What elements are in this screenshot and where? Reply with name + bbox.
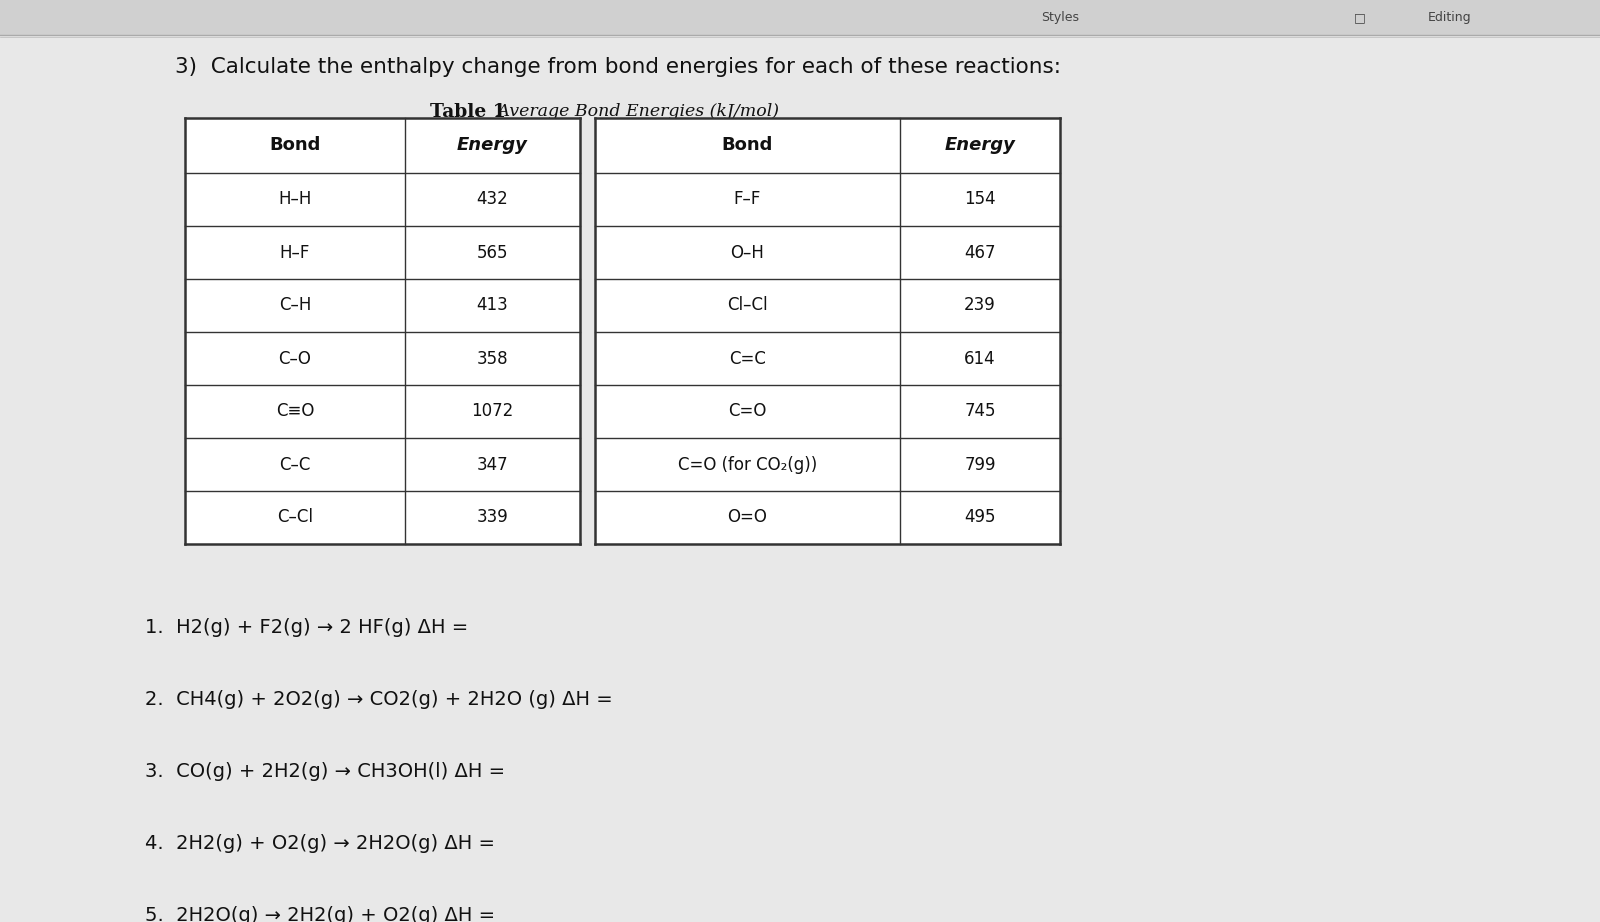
Text: C=O: C=O	[728, 403, 766, 420]
Text: 565: 565	[477, 243, 509, 262]
Bar	[595, 438, 1059, 491]
Text: Table 1: Table 1	[430, 103, 506, 121]
Text: 239: 239	[965, 297, 995, 314]
Bar	[186, 332, 579, 385]
Bar	[186, 226, 579, 279]
Bar	[595, 226, 1059, 279]
Bar	[186, 118, 579, 173]
Text: 413: 413	[477, 297, 509, 314]
Text: 1072: 1072	[472, 403, 514, 420]
Text: Average Bond Energies (kJ/mol): Average Bond Energies (kJ/mol)	[493, 103, 779, 120]
Text: Cl–Cl: Cl–Cl	[726, 297, 768, 314]
Text: O=O: O=O	[728, 509, 768, 526]
Text: 347: 347	[477, 455, 509, 474]
Text: 3)  Calculate the enthalpy change from bond energies for each of these reactions: 3) Calculate the enthalpy change from bo…	[174, 57, 1061, 77]
Text: Energy: Energy	[458, 136, 528, 155]
Bar	[186, 491, 579, 544]
Text: 339: 339	[477, 509, 509, 526]
Text: 799: 799	[965, 455, 995, 474]
Bar	[0, 0, 1600, 35]
Text: C=C: C=C	[730, 349, 766, 368]
Bar	[595, 279, 1059, 332]
Bar	[186, 438, 579, 491]
Text: C–C: C–C	[280, 455, 310, 474]
Text: C–O: C–O	[278, 349, 312, 368]
Text: Bond: Bond	[722, 136, 773, 155]
Text: 745: 745	[965, 403, 995, 420]
Text: H–F: H–F	[280, 243, 310, 262]
Text: 358: 358	[477, 349, 509, 368]
Bar	[595, 385, 1059, 438]
Text: 1.  H2(g) + F2(g) → 2 HF(g) ΔH =: 1. H2(g) + F2(g) → 2 HF(g) ΔH =	[146, 618, 469, 637]
Bar	[186, 279, 579, 332]
Text: 432: 432	[477, 191, 509, 208]
Text: Energy: Energy	[944, 136, 1016, 155]
Text: C–Cl: C–Cl	[277, 509, 314, 526]
Text: □: □	[1354, 11, 1366, 24]
Text: Bond: Bond	[269, 136, 320, 155]
Text: 154: 154	[965, 191, 995, 208]
Text: C–H: C–H	[278, 297, 310, 314]
Text: 467: 467	[965, 243, 995, 262]
Text: O–H: O–H	[731, 243, 765, 262]
Text: Editing: Editing	[1429, 11, 1472, 24]
Text: 4.  2H2(g) + O2(g) → 2H2O(g) ΔH =: 4. 2H2(g) + O2(g) → 2H2O(g) ΔH =	[146, 834, 494, 853]
Bar	[595, 118, 1059, 173]
Text: 614: 614	[965, 349, 995, 368]
Text: 3.  CO(g) + 2H2(g) → CH3OH(l) ΔH =: 3. CO(g) + 2H2(g) → CH3OH(l) ΔH =	[146, 762, 506, 781]
Text: C=O (for CO₂(g)): C=O (for CO₂(g))	[678, 455, 818, 474]
Bar	[186, 173, 579, 226]
Text: 495: 495	[965, 509, 995, 526]
Text: F–F: F–F	[734, 191, 762, 208]
Text: 2.  CH4(g) + 2O2(g) → CO2(g) + 2H2O (g) ΔH =: 2. CH4(g) + 2O2(g) → CO2(g) + 2H2O (g) Δ…	[146, 690, 613, 709]
Bar	[595, 491, 1059, 544]
Bar	[595, 118, 1059, 544]
Text: 5.  2H2O(g) → 2H2(g) + O2(g) ΔH =: 5. 2H2O(g) → 2H2(g) + O2(g) ΔH =	[146, 906, 494, 922]
Text: Styles: Styles	[1042, 11, 1078, 24]
Text: C≡O: C≡O	[275, 403, 314, 420]
Bar	[186, 385, 579, 438]
Bar	[595, 173, 1059, 226]
Bar	[595, 332, 1059, 385]
Bar	[186, 118, 579, 544]
Text: H–H: H–H	[278, 191, 312, 208]
